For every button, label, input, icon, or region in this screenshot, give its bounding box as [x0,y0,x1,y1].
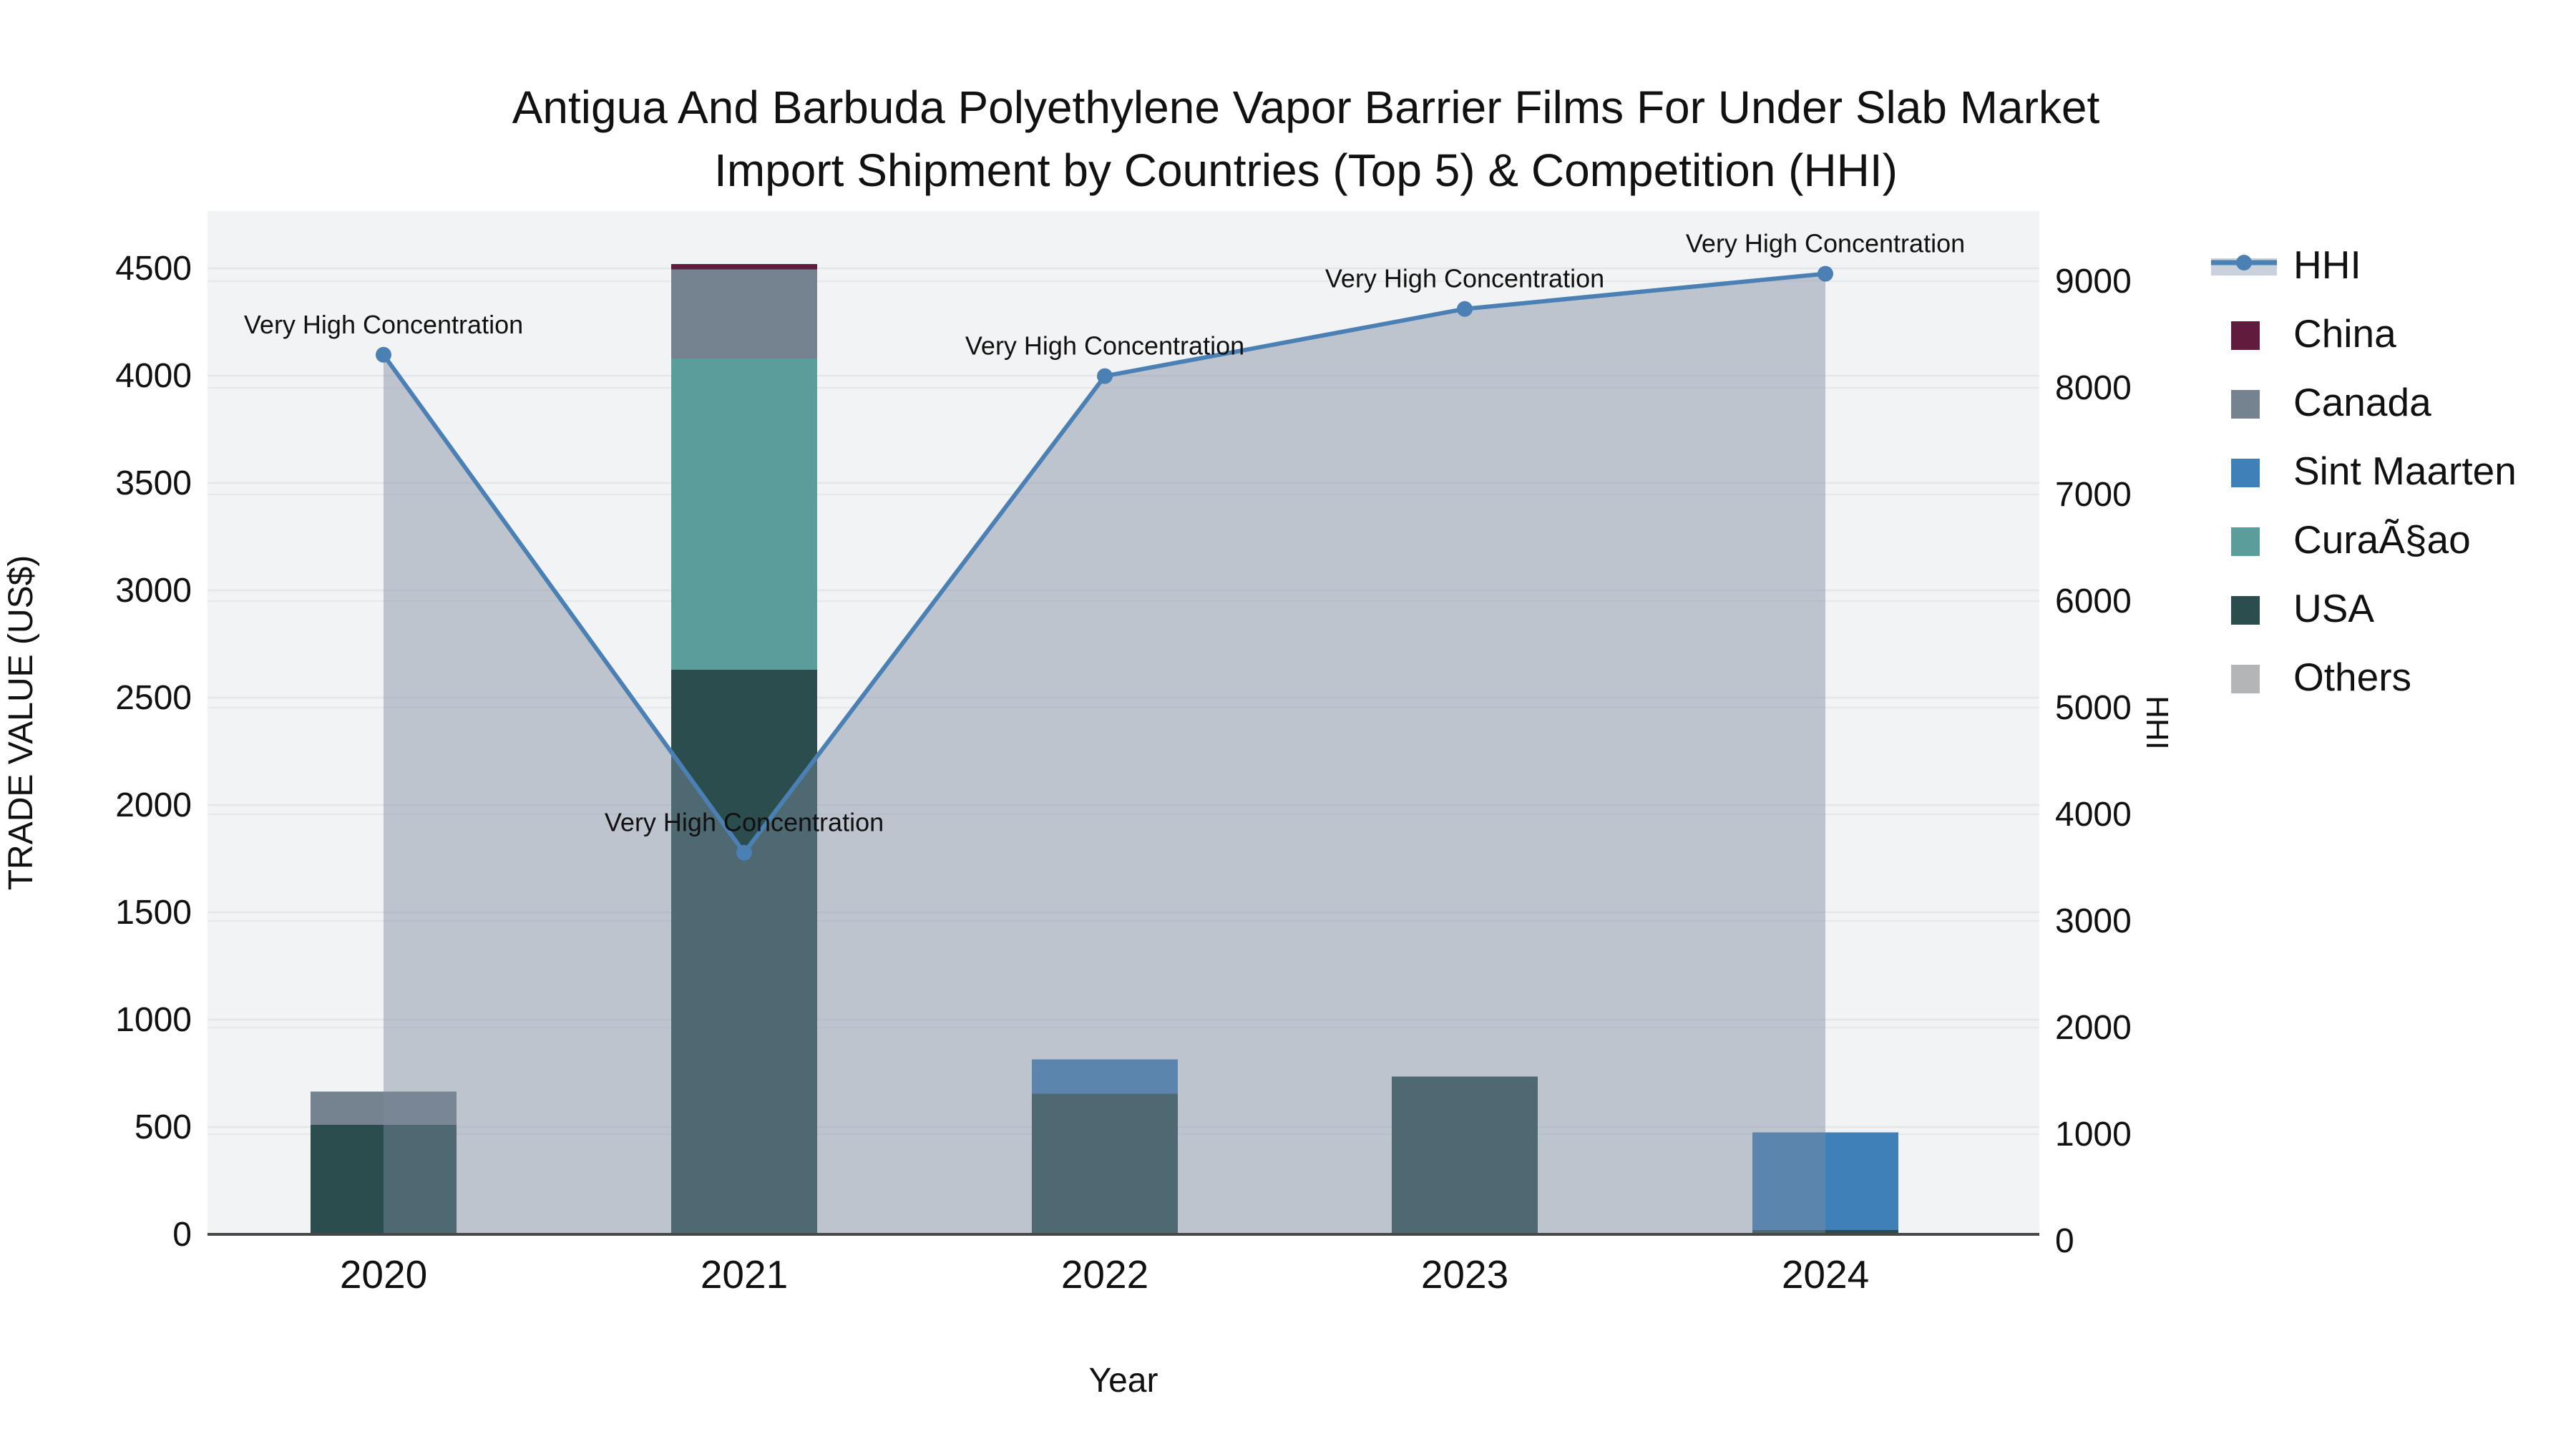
y-right-tick-5000: 5000 [2055,689,2132,727]
y-right-tick-4000: 4000 [2055,796,2132,834]
chart-title-line2: Import Shipment by Countries (Top 5) & C… [714,145,1898,196]
y-left-tick-0: 0 [172,1216,192,1254]
y-left-tick-2000: 2000 [115,786,192,824]
legend-swatch-sint-maarten [2231,459,2260,487]
hhi-area-fill [384,273,1825,1234]
y-right-axis-title: HHI [2140,696,2175,750]
bar-segment-usa-2021[interactable] [671,670,817,1234]
annotation-2021: Very High Concentration [605,808,884,837]
legend-item-others[interactable]: Others [2231,655,2411,699]
legend-item-cura-ao[interactable]: CuraÃ§ao [2231,517,2471,562]
bar-segment-usa-2023[interactable] [1392,1076,1538,1235]
y-left-tick-1000: 1000 [115,1001,192,1039]
bar-segment-canada-2020[interactable] [311,1091,457,1126]
hhi-marker-2022[interactable] [1097,368,1113,384]
y-left-tick-4000: 4000 [115,357,192,395]
y-left-tick-1500: 1500 [115,894,192,932]
plot-area-layer: Very High Concentration Very High Concent… [115,211,2132,1297]
y-right-tick-9000: 9000 [2055,263,2132,301]
y-right-tick-3000: 3000 [2055,902,2132,940]
legend-hhi-marker-sample [2236,255,2252,270]
y-left-tick-4500: 4500 [115,250,192,288]
bar-segment-usa-2020[interactable] [311,1125,457,1234]
legend-swatch-usa [2231,596,2260,625]
y-right-tick-6000: 6000 [2055,582,2132,620]
legend-item-hhi[interactable]: HHI [2211,243,2361,287]
legend-label-canada: Canada [2293,380,2431,424]
bar-segment-cura-ao-2021[interactable] [671,358,817,670]
legend-swatch-cura-ao [2231,527,2260,556]
y-right-tick-1000: 1000 [2055,1116,2132,1153]
y-left-tick-500: 500 [135,1108,192,1146]
legend-item-canada[interactable]: Canada [2231,380,2431,424]
legend-swatch-others [2231,665,2260,693]
legend-item-usa[interactable]: USA [2231,586,2374,630]
x-tick-2024: 2024 [1782,1252,1869,1297]
legend-item-china[interactable]: China [2231,311,2396,356]
y-right-tick-8000: 8000 [2055,369,2132,407]
legend-label-hhi: HHI [2293,243,2361,287]
chart-title-line1: Antigua And Barbuda Polyethylene Vapor B… [512,82,2100,133]
y-left-tick-3500: 3500 [115,464,192,502]
annotation-2024: Very High Concentration [1686,229,1965,258]
hhi-marker-2021[interactable] [736,844,752,861]
x-tick-2021: 2021 [701,1252,788,1297]
legend-label-sint-maarten: Sint Maarten [2293,449,2517,493]
bar-segment-canada-2021[interactable] [671,269,817,359]
annotation-2022: Very High Concentration [965,331,1244,361]
x-tick-2020: 2020 [340,1252,427,1297]
bar-segment-sint-maarten-2022[interactable] [1032,1059,1178,1094]
annotation-2023: Very High Concentration [1325,264,1604,293]
legend-label-usa: USA [2293,586,2374,630]
legend-label-cura-ao: CuraÃ§ao [2293,517,2471,562]
legend-label-others: Others [2293,655,2411,699]
y-right-tick-0: 0 [2055,1222,2074,1260]
x-axis-title: Year [1089,1362,1158,1400]
legend-swatch-canada [2231,390,2260,419]
legend: HHI China Canada Sint Maarten CuraÃ§ao USA Oth… [2211,243,2517,699]
y-left-tick-3000: 3000 [115,572,192,610]
hhi-marker-2024[interactable] [1818,265,1833,282]
annotation-2020: Very High Concentration [244,310,523,339]
legend-swatch-china [2231,321,2260,350]
y-left-tick-2500: 2500 [115,679,192,717]
bar-segment-sint-maarten-2024[interactable] [1752,1132,1898,1231]
hhi-marker-2020[interactable] [376,346,391,363]
y-left-axis-title: TRADE VALUE (US$) [2,555,40,891]
x-tick-2022: 2022 [1061,1252,1148,1297]
bar-segment-usa-2024[interactable] [1752,1230,1898,1234]
y-right-tick-7000: 7000 [2055,476,2132,514]
bar-segment-china-2021[interactable] [671,264,817,270]
legend-label-china: China [2293,311,2396,356]
legend-item-sint-maarten[interactable]: Sint Maarten [2231,449,2517,493]
y-right-tick-2000: 2000 [2055,1009,2132,1047]
bar-segment-usa-2022[interactable] [1032,1093,1178,1235]
hhi-marker-2023[interactable] [1457,301,1473,317]
x-tick-2023: 2023 [1421,1252,1508,1297]
